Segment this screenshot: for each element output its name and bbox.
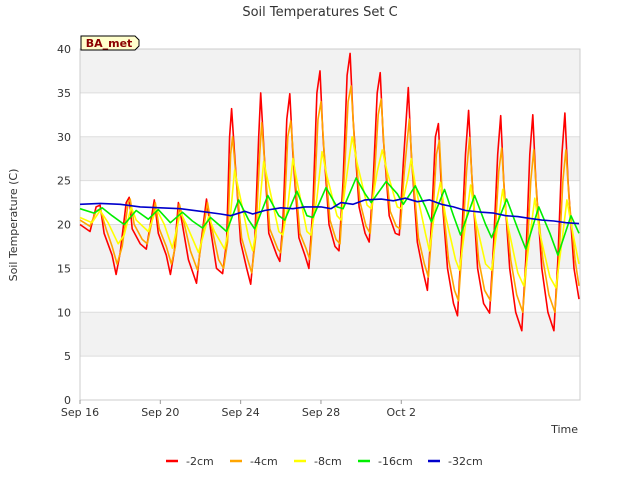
x-axis-ticks: Sep 16 Sep 20 Sep 24 Sep 28 Oct 2: [61, 400, 416, 419]
y-tick-label: 5: [64, 350, 71, 363]
legend-label: -32cm: [448, 455, 483, 468]
y-tick-label: 25: [57, 175, 71, 188]
y-axis-ticks: 0 5 10 15 20 25 30 35 40: [57, 43, 71, 407]
series-line-minus-16cm: [79, 177, 580, 256]
series-line-minus-8cm: [79, 136, 580, 289]
y-tick-label: 20: [57, 219, 71, 232]
legend-label: -4cm: [250, 455, 278, 468]
series-line-minus-32cm: [79, 197, 580, 225]
y-tick-label: 30: [57, 131, 71, 144]
series-lines: [79, 52, 580, 332]
station-badge-box: [80, 35, 140, 51]
series-line-minus-4cm: [79, 85, 580, 314]
x-tick-label: Sep 16: [61, 406, 99, 419]
legend-label: -8cm: [314, 455, 342, 468]
y-tick-label: 40: [57, 43, 71, 56]
y-tick-label: 0: [64, 394, 71, 407]
station-badge-label: BA_met: [86, 37, 133, 50]
grid-lines: [79, 48, 581, 401]
y-tick-label: 35: [57, 87, 71, 100]
legend-label: -2cm: [186, 455, 214, 468]
x-tick-label: Sep 20: [141, 406, 179, 419]
x-axis-label: Time: [550, 423, 578, 436]
plot-band: [80, 49, 580, 93]
station-badge: BA_met: [80, 35, 140, 51]
x-tick-label: Sep 24: [222, 406, 260, 419]
plot-band: [80, 136, 580, 181]
x-tick-label: Oct 2: [387, 406, 417, 419]
x-tick-label: Sep 28: [302, 406, 340, 419]
legend: -2cm -4cm -8cm -16cm -32cm: [166, 455, 483, 468]
chart-title: Soil Temperatures Set C: [242, 5, 397, 20]
legend-label: -16cm: [378, 455, 413, 468]
y-tick-label: 10: [57, 306, 71, 319]
y-axis-label: Soil Temperature (C): [7, 169, 20, 282]
y-tick-label: 15: [57, 262, 71, 275]
plot-band: [80, 312, 580, 357]
